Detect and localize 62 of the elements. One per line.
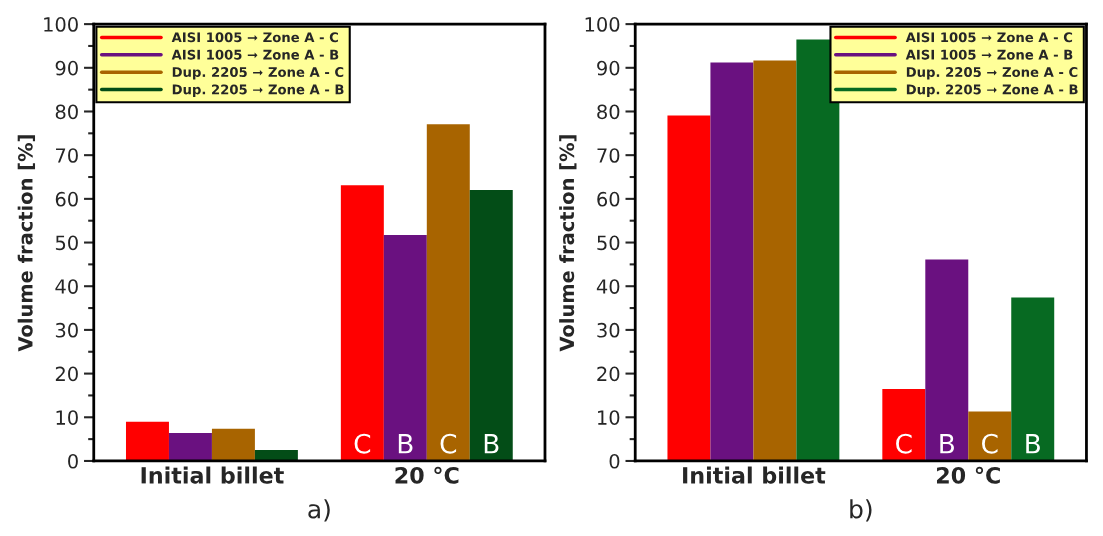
bar	[796, 39, 840, 461]
y-tick-label: 70	[56, 148, 78, 163]
legend-label: AISI 1005 ➞ Zone A - B	[171, 49, 339, 60]
y-tick-label: 40	[596, 279, 620, 294]
data-label: C	[354, 433, 371, 454]
bar	[968, 411, 1012, 461]
y-tick-label: 90	[597, 60, 620, 76]
x-tick-label: Initial billet	[683, 466, 826, 484]
y-tick-label: 100	[44, 17, 78, 32]
legend-label: Dup. 2205 ➞ Zone A - C	[906, 67, 1078, 80]
bar	[753, 60, 797, 461]
y-tick-label: 60	[55, 191, 78, 207]
y-tick-label: 20	[597, 366, 620, 382]
x-tick-label: 20 °C	[936, 466, 1000, 484]
bar	[882, 388, 926, 461]
bar	[1011, 297, 1055, 461]
y-tick-label: 60	[597, 191, 620, 207]
y-tick-label: 20	[55, 366, 78, 382]
bar	[469, 190, 513, 461]
legend-label: AISI 1005 ➞ Zone A - B	[905, 49, 1073, 60]
y-tick-label: 10	[598, 410, 620, 425]
data-label: C	[896, 433, 912, 454]
data-label: C	[982, 433, 998, 454]
legend-label: AISI 1005 ➞ Zone A - C	[171, 32, 338, 43]
bar	[383, 235, 427, 461]
x-tick-label: Initial billet	[141, 466, 284, 484]
bar	[254, 450, 298, 461]
y-tick-label: 90	[55, 60, 78, 76]
y-tick-label: 30	[55, 322, 78, 338]
bar	[925, 259, 969, 461]
y-axis-title: Volume fraction [%]	[559, 135, 577, 352]
y-tick-label: 50	[597, 235, 620, 251]
y-tick-label: 50	[55, 235, 78, 251]
y-tick-label: 80	[597, 104, 620, 120]
data-label: B	[398, 434, 413, 454]
y-tick-label: 0	[609, 453, 620, 469]
y-tick-label: 10	[56, 410, 78, 425]
bar	[211, 428, 255, 461]
legend-label: Dup. 2205 ➞ Zone A - C	[172, 67, 344, 80]
y-tick-label: 0	[68, 453, 78, 469]
x-axis-title: a)	[308, 499, 330, 522]
y-tick-label: 30	[597, 322, 620, 338]
bar	[426, 124, 470, 461]
bar	[340, 185, 384, 461]
bar	[168, 433, 212, 461]
bar	[125, 421, 169, 461]
data-label: C	[440, 433, 457, 454]
data-label: B	[484, 434, 499, 454]
legend-label: AISI 1005 ➞ Zone A - C	[905, 32, 1073, 43]
legend-label: Dup. 2205 ➞ Zone A - B	[906, 84, 1078, 97]
bar	[710, 62, 754, 461]
data-label: B	[940, 434, 954, 454]
legend-label: Dup. 2205 ➞ Zone A - B	[172, 84, 344, 97]
bar	[667, 115, 711, 461]
y-tick-label: 100	[585, 17, 620, 32]
y-tick-label: 80	[55, 104, 78, 120]
y-axis-title: Volume fraction [%]	[17, 135, 36, 352]
x-axis-title: b)	[850, 499, 872, 522]
y-tick-label: 40	[55, 279, 78, 294]
x-tick-label: 20 °C	[395, 466, 459, 484]
data-label: B	[1026, 434, 1040, 454]
y-tick-label: 70	[597, 148, 620, 163]
